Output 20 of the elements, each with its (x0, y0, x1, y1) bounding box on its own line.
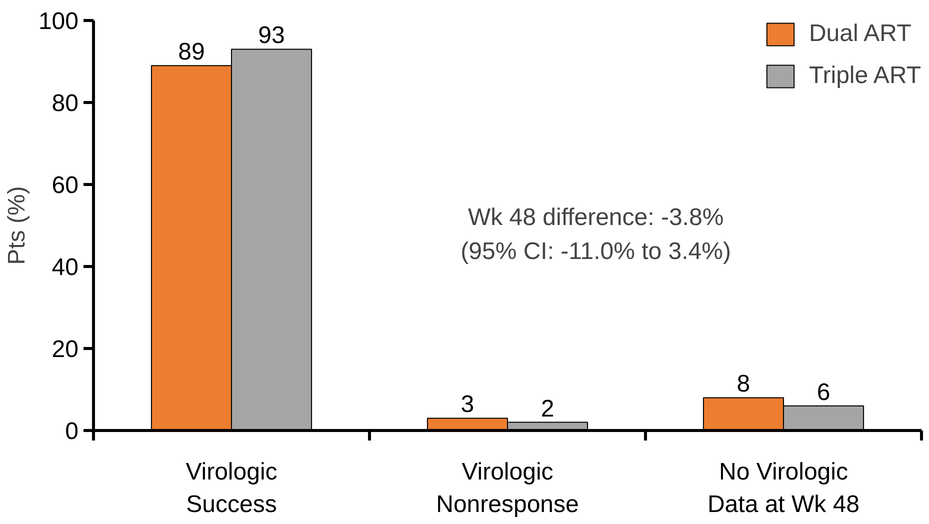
data-label: 89 (178, 38, 205, 66)
y-axis-title: Pts (%) (3, 186, 30, 265)
y-tick-label: 80 (52, 90, 79, 117)
y-tick-label: 60 (52, 172, 79, 199)
x-tick-label: Virologic Nonresponse (436, 458, 579, 518)
x-tick-label: No Virologic Data at Wk 48 (707, 458, 860, 518)
annotation: (95% CI: -11.0% to 3.4%) (460, 238, 731, 265)
y-tick-label: 40 (52, 254, 79, 281)
data-label: 3 (460, 391, 474, 418)
legend-label: Triple ART (808, 62, 921, 90)
data-label: 93 (258, 22, 285, 50)
y-tick-label: 100 (38, 8, 79, 35)
data-label: 2 (540, 395, 554, 422)
x-tick-label: Virologic Success (186, 458, 278, 518)
annotation: Wk 48 difference: -3.8% (468, 204, 724, 231)
y-tick-label: 0 (65, 418, 79, 445)
y-tick-label: 20 (52, 336, 79, 363)
legend-label: Dual ART (808, 20, 912, 48)
data-label: 6 (816, 378, 830, 406)
data-label: 8 (736, 370, 750, 398)
